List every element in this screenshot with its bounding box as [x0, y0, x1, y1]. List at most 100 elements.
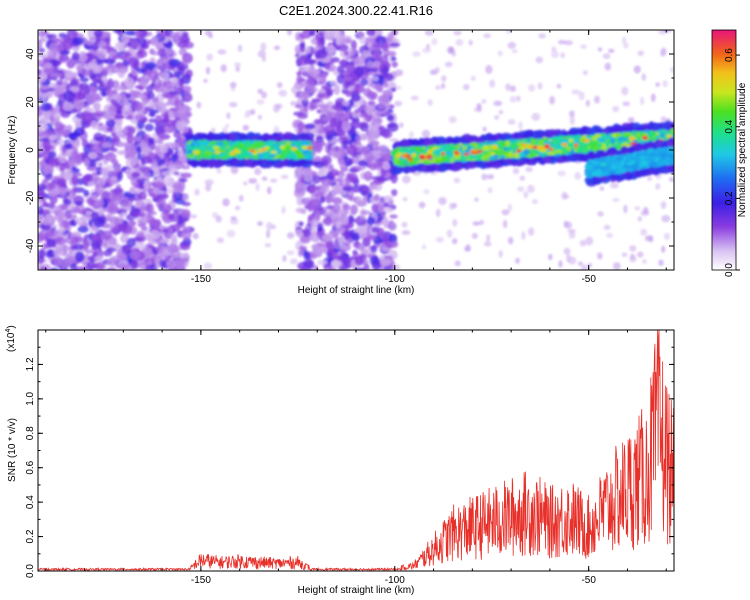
spectrogram-cell	[96, 166, 103, 176]
spectrogram-cell	[166, 119, 177, 128]
spectrogram-cell	[421, 244, 427, 250]
spectrogram-cell	[286, 232, 295, 239]
spectrogram-cell	[101, 91, 107, 97]
spectrogram-cell	[435, 208, 441, 218]
spectrogram-cell	[643, 206, 649, 214]
spectrogram-cell	[333, 243, 340, 250]
spectrogram-cell	[68, 132, 76, 140]
spectrogram-cell	[111, 195, 122, 206]
spectrogram-cell	[131, 172, 141, 178]
spectrogram-cell	[301, 145, 308, 150]
spectrogram-cell	[394, 69, 404, 77]
spectrogram-cell	[167, 164, 178, 173]
spectrogram-cell	[280, 145, 286, 150]
spectrogram-cell	[172, 183, 183, 189]
spectrogram-cell	[438, 197, 447, 205]
spectrogram-cell	[96, 177, 107, 187]
spectrogram-cell	[307, 68, 319, 77]
spectrogram-cell	[525, 166, 533, 173]
spectrogram-cell	[257, 140, 264, 147]
spectrogram-cell	[563, 247, 571, 255]
spectrogram-cell	[380, 152, 392, 162]
spectrogram-cell	[242, 181, 248, 186]
spectrogram-cell	[273, 45, 281, 50]
spectrogram-cell	[377, 104, 386, 110]
spectrogram-cell	[61, 244, 69, 252]
spectrogram-cell	[50, 72, 63, 78]
spectrogram-cell	[597, 252, 603, 260]
spectrogram-cell	[54, 121, 64, 132]
spectrogram-cell	[360, 134, 368, 141]
spectrogram-cell	[387, 50, 397, 57]
spectrogram-cell	[152, 181, 165, 190]
spectrogram-cell	[144, 123, 154, 132]
spectrogram-cell	[192, 232, 199, 240]
spectrogram-cell	[135, 135, 142, 142]
spectrogram-cell	[52, 86, 65, 95]
spectrogram-marks	[38, 30, 674, 270]
spectrogram-cell	[290, 153, 297, 159]
spectrogram-cell	[642, 259, 647, 264]
spectrogram-cell	[382, 258, 392, 265]
spectrogram-cell	[623, 204, 628, 214]
spectrogram-cell	[382, 161, 391, 171]
spectrogram-cell	[106, 214, 112, 221]
spectrogram-cell	[395, 85, 402, 90]
spectrogram-cell	[55, 44, 65, 52]
spectrogram-cell	[181, 208, 191, 219]
spectrogram-cell	[669, 177, 674, 182]
spectrogram-cell	[184, 116, 190, 122]
spectrogram-cell	[276, 103, 283, 109]
spectrogram-cell	[515, 257, 520, 264]
spectrogram-cell	[455, 38, 464, 47]
spectrogram-cell	[53, 229, 63, 238]
spectrogram-cell	[180, 155, 189, 165]
spectrogram-cell	[274, 136, 281, 142]
spectrogram-cell	[203, 78, 208, 83]
spectrogram-cell	[107, 78, 114, 90]
spectrogram-cell	[509, 95, 517, 103]
spectrogram-cell	[48, 134, 59, 141]
spectrogram-cell	[523, 191, 529, 199]
spectrogram-cell	[531, 199, 539, 205]
spectrogram-cell	[296, 173, 303, 179]
spectrogram-cell	[49, 195, 58, 205]
spectrogram-cell	[487, 174, 494, 180]
spectrogram-cell	[299, 81, 309, 88]
spectrogram-cell	[83, 85, 91, 96]
spectrogram-cell	[222, 198, 230, 207]
spectrogram-cell	[134, 114, 145, 121]
spectrogram-cell	[128, 56, 140, 68]
spectrogram-cell	[140, 166, 151, 172]
spectrogram-cell	[311, 98, 322, 103]
spectrogram-cell	[366, 217, 376, 226]
spectrogram-cell	[356, 135, 362, 145]
spectrogram-cell	[98, 197, 104, 207]
spectrogram-cell	[569, 115, 575, 125]
spectrogram-cell	[594, 95, 600, 104]
spectrogram-cell	[357, 30, 364, 38]
spectrogram-cell	[38, 122, 48, 132]
spectrogram-cell	[184, 91, 192, 102]
spectrogram-cell	[342, 185, 353, 192]
spectrogram-cell	[162, 228, 170, 234]
spectrogram-cell	[637, 216, 642, 222]
spectrogram-cell	[444, 61, 453, 68]
spectrogram-cell	[137, 94, 147, 99]
spectrogram-cell	[561, 192, 568, 200]
spectrogram-cell	[623, 42, 629, 49]
spectrogram-cell	[206, 53, 213, 61]
spectrogram-cell	[356, 200, 367, 207]
spectrogram-cell	[370, 131, 380, 141]
spectrogram-cell	[637, 50, 644, 56]
spectrogram-cell	[366, 234, 377, 241]
spectrogram-cell	[471, 232, 478, 239]
spectrogram-cell	[304, 58, 315, 65]
spectrogram-cell	[343, 228, 350, 239]
spectrogram-cell	[604, 62, 612, 71]
spectrogram-cell	[90, 234, 102, 241]
spectrogram-cell	[215, 141, 225, 146]
spectrogram-cell	[435, 85, 441, 90]
spectrogram-cell	[59, 162, 66, 173]
